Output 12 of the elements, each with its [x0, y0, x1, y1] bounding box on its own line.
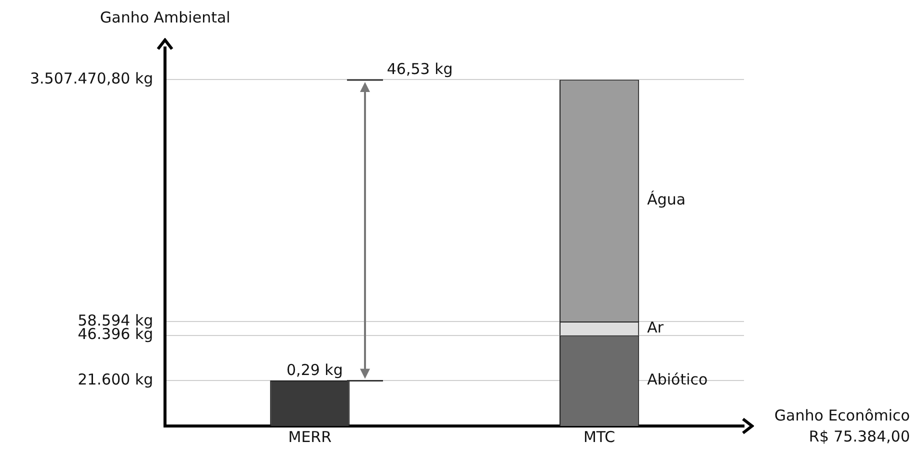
annotation: 0,29 kg: [286, 360, 343, 379]
series-label: Água: [647, 190, 686, 209]
series-label: Ar: [647, 318, 664, 336]
x-tick-label: MTC: [583, 428, 616, 446]
annotation: 46,53 kg: [386, 60, 453, 78]
series-label: Abiótico: [647, 370, 708, 389]
y-tick-label: 21.600 kg: [78, 370, 154, 388]
text: R$ 75.384,00: [808, 427, 910, 446]
y-tick-label: 3.507.470,80 kg: [30, 70, 154, 88]
y-axis-title: Ganho Ambiental: [100, 8, 230, 26]
x-axis-title: Ganho Econômico: [774, 406, 910, 424]
x-tick-label: MERR: [288, 428, 332, 446]
